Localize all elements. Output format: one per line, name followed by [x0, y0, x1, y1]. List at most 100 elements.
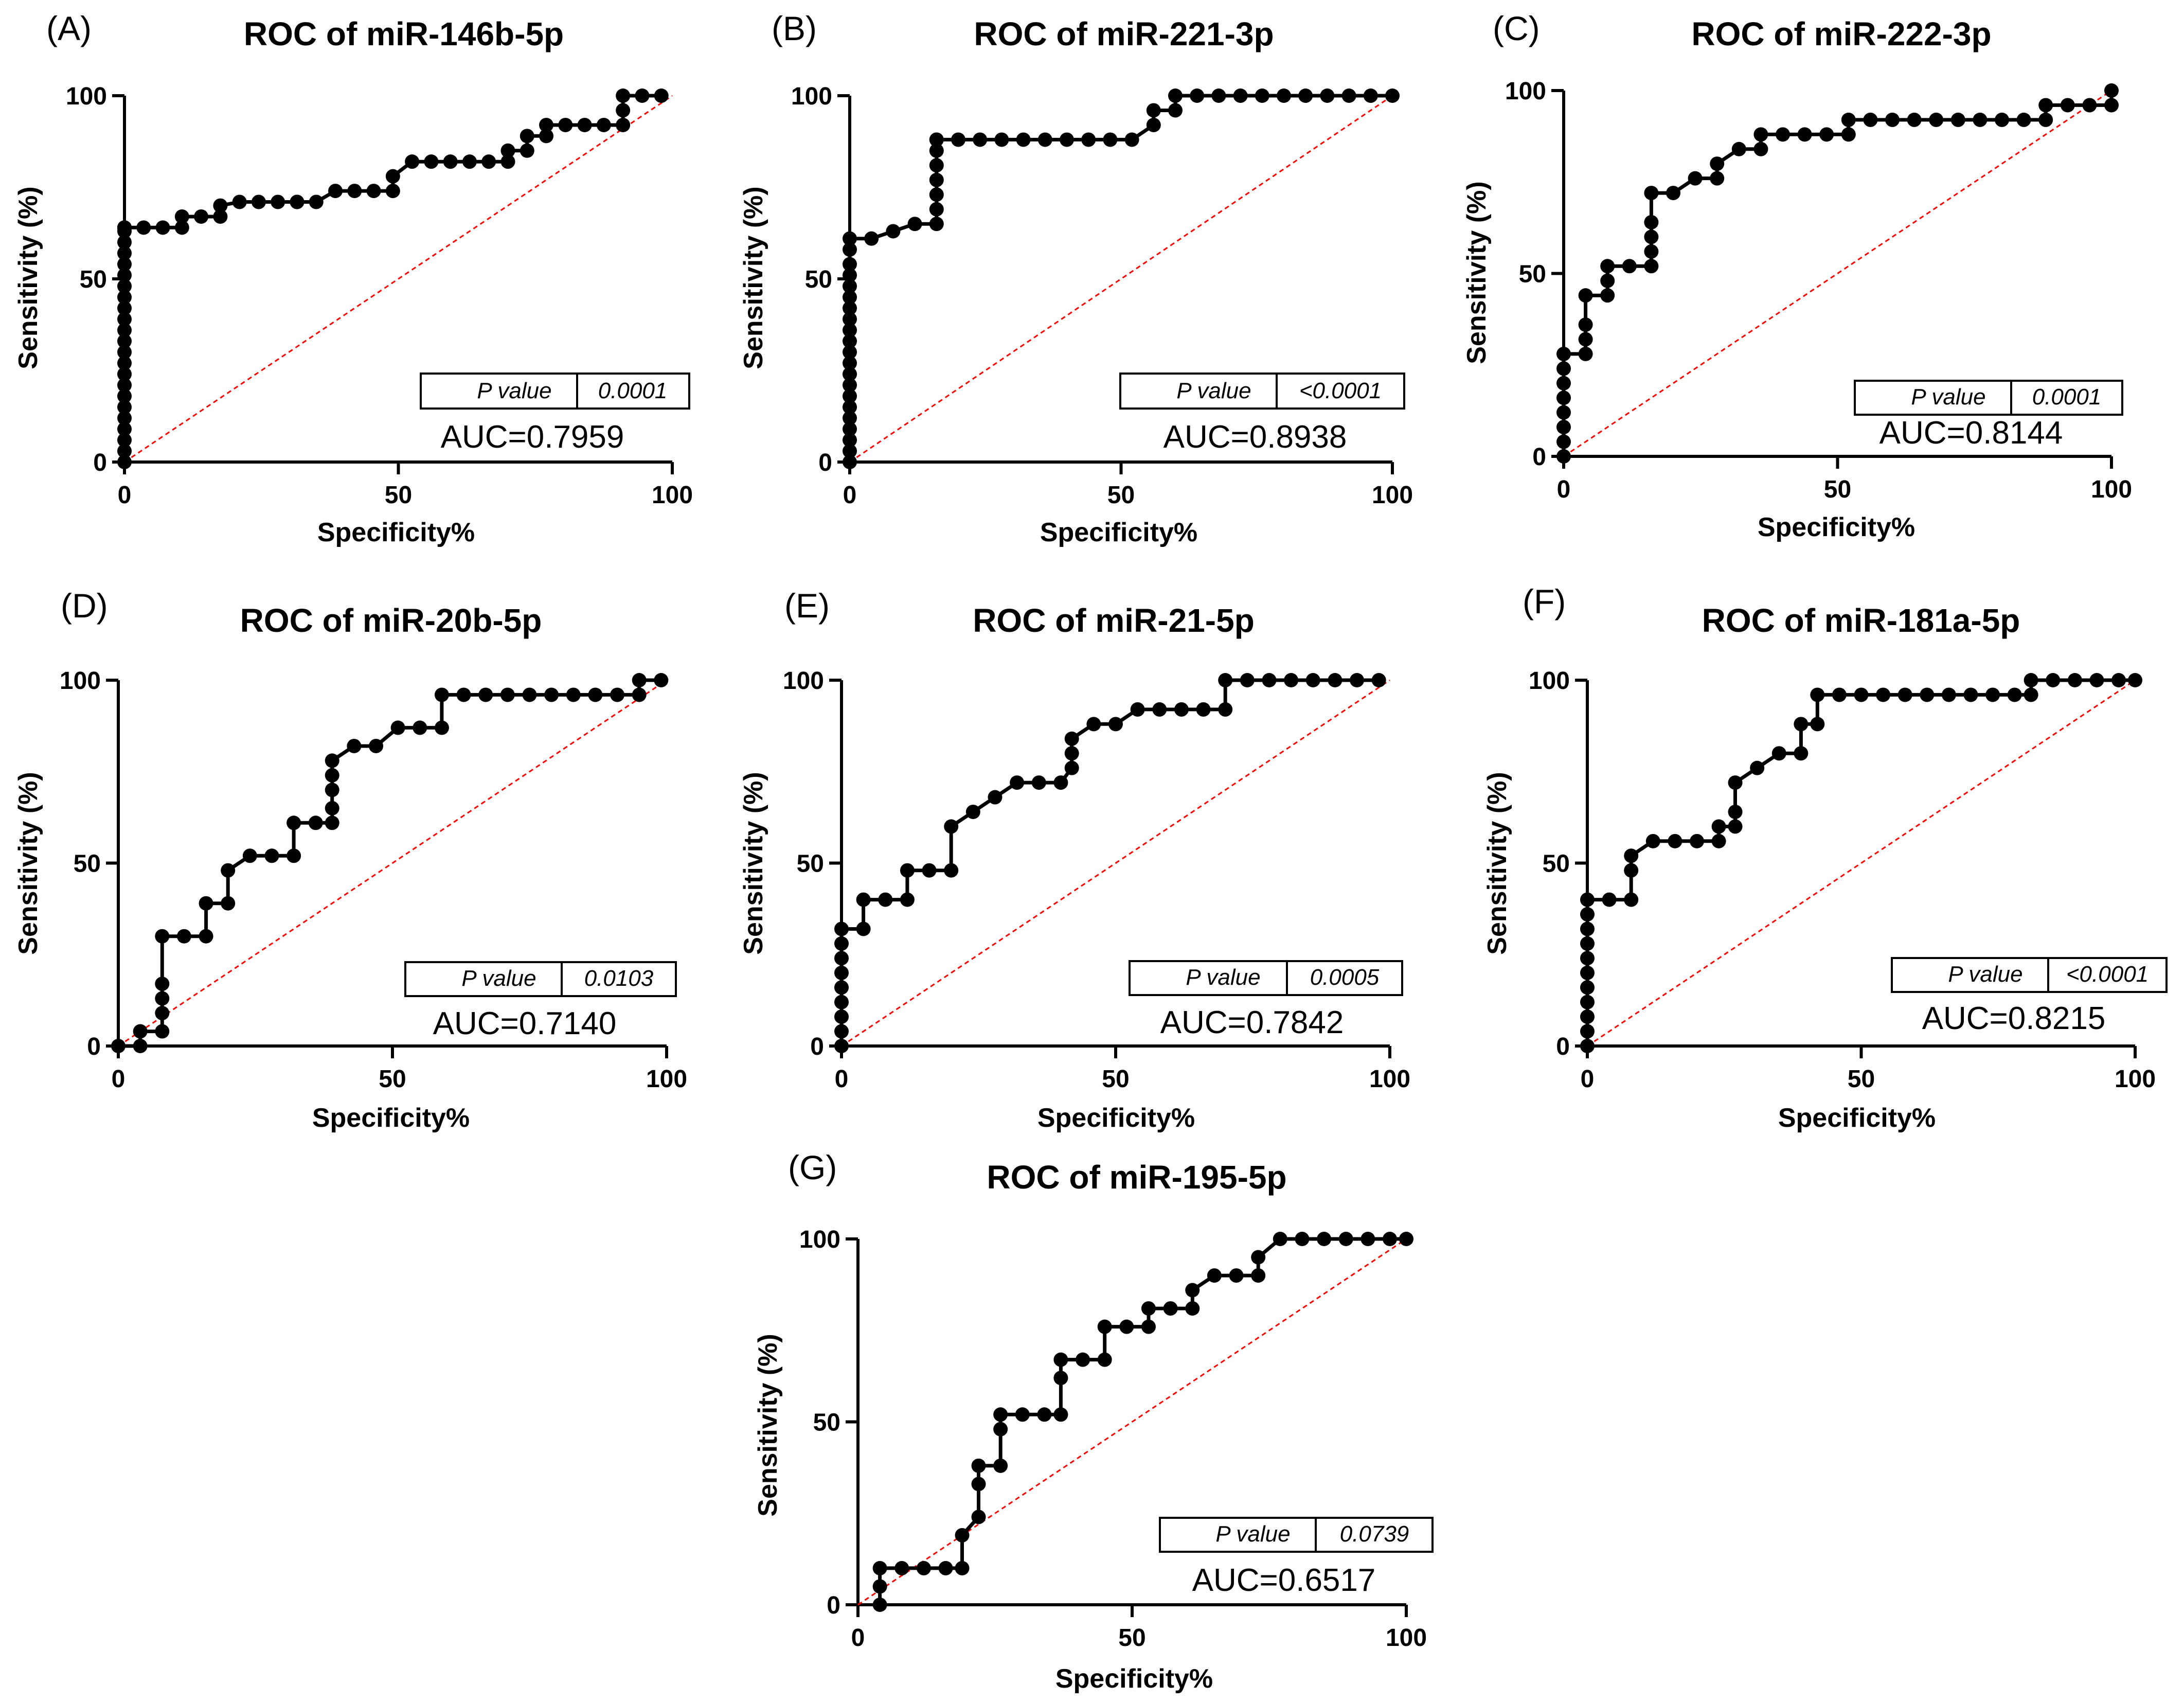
- panel-label: (E): [784, 587, 830, 625]
- p-value-table: P value 0.0001: [1854, 380, 2123, 416]
- roc-point: [1328, 673, 1342, 687]
- chart-title: ROC of miR-21-5p: [973, 602, 1255, 639]
- auc-value: AUC=0.8144: [1879, 415, 2063, 451]
- chart-title: ROC of miR-181a-5p: [1702, 602, 2020, 639]
- roc-point: [434, 687, 449, 702]
- panel-label: (G): [788, 1148, 837, 1186]
- roc-point: [1578, 332, 1593, 347]
- roc-point: [500, 154, 515, 169]
- roc-point: [1064, 746, 1079, 761]
- roc-point: [1064, 760, 1079, 775]
- auc-value: AUC=0.7140: [433, 1006, 617, 1041]
- roc-point: [1108, 717, 1123, 732]
- x-tick-labels: 0 50 100: [843, 482, 1413, 509]
- roc-curve-line: [839, 678, 1379, 1046]
- auc-value: AUC=0.8215: [1922, 1001, 2106, 1036]
- roc-point: [500, 143, 515, 158]
- roc-point: [1644, 215, 1659, 229]
- p-value-label: P value: [461, 966, 536, 991]
- roc-point: [434, 720, 449, 735]
- roc-point: [566, 687, 581, 702]
- x-tick-label: 0: [118, 482, 132, 509]
- roc-point: [2060, 98, 2075, 113]
- y-axis-label: Sensitivity (%): [13, 772, 43, 954]
- p-value-table: P value 0.0739: [1159, 1517, 1434, 1553]
- roc-point: [843, 257, 857, 272]
- roc-point: [242, 848, 257, 863]
- x-tick-label: 100: [652, 482, 693, 509]
- roc-point: [894, 1561, 909, 1575]
- p-value-label: P value: [1186, 965, 1260, 990]
- p-value-box: [420, 373, 690, 410]
- roc-point: [264, 848, 279, 863]
- roc-point: [462, 154, 477, 169]
- reference-diagonal: [849, 95, 1393, 463]
- roc-point: [1097, 1352, 1112, 1367]
- roc-point: [155, 991, 170, 1006]
- y-tick-label: 50: [805, 266, 832, 293]
- y-tick-label: 50: [1519, 261, 1546, 288]
- roc-point: [900, 892, 915, 907]
- roc-point: [1060, 132, 1074, 147]
- roc-point: [1037, 132, 1052, 147]
- reference-diagonal: [841, 679, 1390, 1047]
- roc-point: [155, 1024, 170, 1039]
- y-tick-label: 50: [80, 266, 107, 293]
- x-axis-label: Specificity%: [1778, 1103, 1936, 1133]
- roc-point: [1600, 273, 1615, 288]
- auc-value: AUC=0.7842: [1160, 1005, 1344, 1040]
- roc-point: [1255, 88, 1269, 103]
- x-axis-label: Specificity%: [317, 518, 475, 547]
- roc-point: [390, 720, 405, 735]
- roc-point: [1146, 117, 1161, 132]
- roc-point: [117, 388, 132, 403]
- roc-point: [1644, 229, 1659, 244]
- roc-point: [290, 194, 305, 209]
- roc-point: [973, 132, 988, 147]
- roc-point: [843, 421, 857, 436]
- roc-point: [955, 1528, 970, 1543]
- roc-point: [1371, 673, 1386, 687]
- roc-point: [443, 154, 458, 169]
- roc-point: [117, 279, 132, 294]
- roc-point: [1995, 112, 2009, 127]
- p-value-label: P value: [1176, 378, 1251, 403]
- y-axis-label: Sensitivity (%): [1482, 772, 1512, 954]
- roc-point: [1556, 346, 1571, 361]
- roc-point: [1794, 746, 1809, 761]
- roc-point: [843, 323, 857, 338]
- roc-point: [872, 1598, 887, 1612]
- roc-point: [117, 400, 132, 415]
- roc-point: [1854, 687, 1869, 702]
- roc-point: [1668, 834, 1682, 848]
- roc-point: [834, 965, 849, 980]
- roc-point: [834, 995, 849, 1009]
- roc-point: [843, 444, 857, 458]
- roc-point: [117, 268, 132, 282]
- panel-label: (B): [772, 9, 817, 47]
- roc-point: [1950, 112, 1965, 127]
- roc-point: [1580, 1009, 1595, 1024]
- roc-point: [385, 184, 400, 199]
- x-tick-labels: 0 50 100: [1557, 476, 2132, 503]
- roc-point: [385, 169, 400, 184]
- roc-point: [929, 132, 944, 147]
- reference-diagonal: [1563, 90, 2112, 457]
- roc-point: [325, 768, 339, 783]
- roc-point: [632, 673, 647, 687]
- roc-point: [610, 687, 625, 702]
- roc-point: [1163, 1301, 1178, 1316]
- p-value-table: P value <0.0001: [1891, 957, 2168, 993]
- p-value-box: [1159, 1517, 1434, 1553]
- roc-point: [843, 356, 857, 370]
- panel-label: (F): [1523, 582, 1566, 620]
- roc-point: [1350, 673, 1365, 687]
- y-tick-label: 0: [87, 1033, 101, 1060]
- roc-point: [1240, 673, 1255, 687]
- p-value-label: P value: [1948, 962, 2022, 987]
- roc-point: [843, 300, 857, 315]
- x-tick-label: 100: [1372, 482, 1413, 509]
- roc-point: [1218, 673, 1233, 687]
- roc-point: [843, 279, 857, 294]
- roc-point: [1556, 361, 1571, 376]
